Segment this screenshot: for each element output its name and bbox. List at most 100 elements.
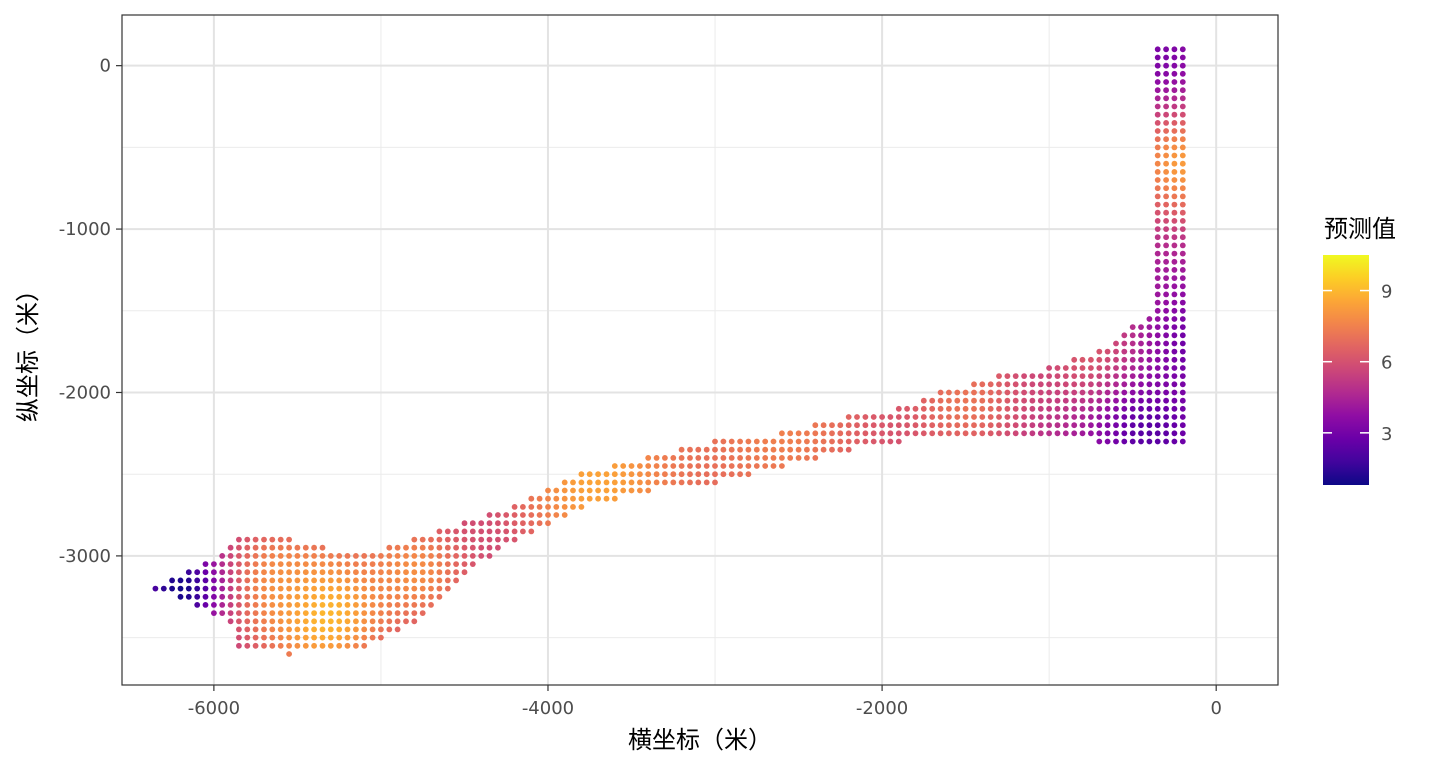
- data-point: [1179, 234, 1186, 241]
- data-point: [578, 479, 585, 486]
- data-point: [386, 569, 393, 576]
- data-point: [511, 520, 518, 527]
- data-point: [1129, 356, 1136, 363]
- data-point: [1163, 356, 1169, 363]
- data-point: [603, 495, 610, 502]
- data-point: [1171, 201, 1178, 208]
- data-point: [645, 463, 652, 469]
- data-point: [954, 397, 961, 404]
- data-point: [904, 405, 910, 412]
- data-point: [319, 553, 326, 559]
- data-point: [277, 618, 284, 625]
- data-point: [611, 463, 618, 469]
- data-point: [1146, 365, 1153, 371]
- data-point: [561, 487, 568, 494]
- data-point: [987, 389, 994, 396]
- data-point: [1096, 373, 1103, 379]
- data-point: [1163, 299, 1169, 306]
- data-point: [946, 389, 952, 396]
- data-point: [837, 422, 844, 429]
- data-point: [302, 561, 309, 567]
- data-point: [503, 536, 510, 543]
- data-point: [779, 438, 785, 445]
- data-point: [962, 389, 969, 396]
- data-point: [1154, 46, 1161, 53]
- data-point: [971, 430, 977, 437]
- data-point: [319, 610, 326, 616]
- legend-tick-label: 6: [1381, 353, 1392, 374]
- data-point: [929, 430, 936, 437]
- data-point: [1129, 373, 1136, 379]
- data-point: [495, 520, 501, 527]
- data-point: [854, 414, 860, 420]
- data-point: [311, 593, 317, 600]
- data-point: [361, 626, 368, 633]
- data-point: [1104, 414, 1111, 420]
- data-point: [1121, 340, 1128, 347]
- data-point: [1046, 389, 1052, 396]
- data-point: [887, 422, 894, 429]
- data-point: [252, 544, 259, 551]
- data-point: [202, 593, 209, 600]
- data-point: [461, 536, 468, 543]
- data-point: [929, 422, 936, 429]
- data-point: [1171, 340, 1178, 347]
- data-point: [1146, 397, 1153, 404]
- data-point: [236, 585, 242, 592]
- data-point: [1163, 332, 1169, 339]
- data-point: [277, 544, 284, 551]
- data-point: [987, 422, 994, 429]
- data-point: [386, 610, 393, 616]
- data-point: [1121, 430, 1128, 437]
- data-point: [1121, 365, 1128, 371]
- data-point: [236, 642, 242, 649]
- data-point: [361, 585, 368, 592]
- data-point: [369, 602, 376, 608]
- data-point: [1046, 414, 1052, 420]
- data-point: [1138, 414, 1144, 420]
- data-point: [486, 544, 493, 551]
- data-point: [971, 414, 977, 420]
- data-point: [353, 610, 359, 616]
- data-point: [937, 414, 944, 420]
- data-point: [553, 512, 560, 518]
- data-point: [687, 446, 693, 453]
- data-point: [336, 642, 343, 649]
- data-point: [269, 618, 276, 625]
- data-point: [1163, 250, 1169, 257]
- data-point: [244, 602, 251, 608]
- data-point: [294, 553, 301, 559]
- data-point: [252, 626, 259, 633]
- data-point: [344, 585, 351, 592]
- data-point: [1163, 95, 1169, 102]
- data-point: [319, 544, 326, 551]
- data-point: [294, 569, 301, 576]
- data-point: [1129, 381, 1136, 388]
- data-point: [1163, 307, 1169, 314]
- data-point: [1163, 283, 1169, 290]
- data-point: [695, 463, 702, 469]
- data-point: [1146, 348, 1153, 355]
- data-point: [1104, 381, 1111, 388]
- data-point: [319, 569, 326, 576]
- data-point: [1171, 160, 1178, 167]
- data-point: [603, 471, 610, 478]
- data-point: [1163, 275, 1169, 281]
- data-point: [1004, 373, 1011, 379]
- data-point: [1062, 414, 1069, 420]
- data-point: [361, 569, 368, 576]
- data-point: [1179, 79, 1186, 85]
- data-point: [620, 479, 627, 486]
- data-point: [1021, 389, 1027, 396]
- data-point: [770, 438, 777, 445]
- data-point: [570, 495, 576, 502]
- data-point: [327, 593, 334, 600]
- data-point: [1096, 405, 1103, 412]
- data-point: [428, 553, 434, 559]
- data-point: [1121, 405, 1128, 412]
- data-point: [1154, 177, 1161, 183]
- data-point: [1138, 356, 1144, 363]
- data-point: [236, 561, 242, 567]
- data-point: [236, 602, 242, 608]
- data-point: [787, 446, 794, 453]
